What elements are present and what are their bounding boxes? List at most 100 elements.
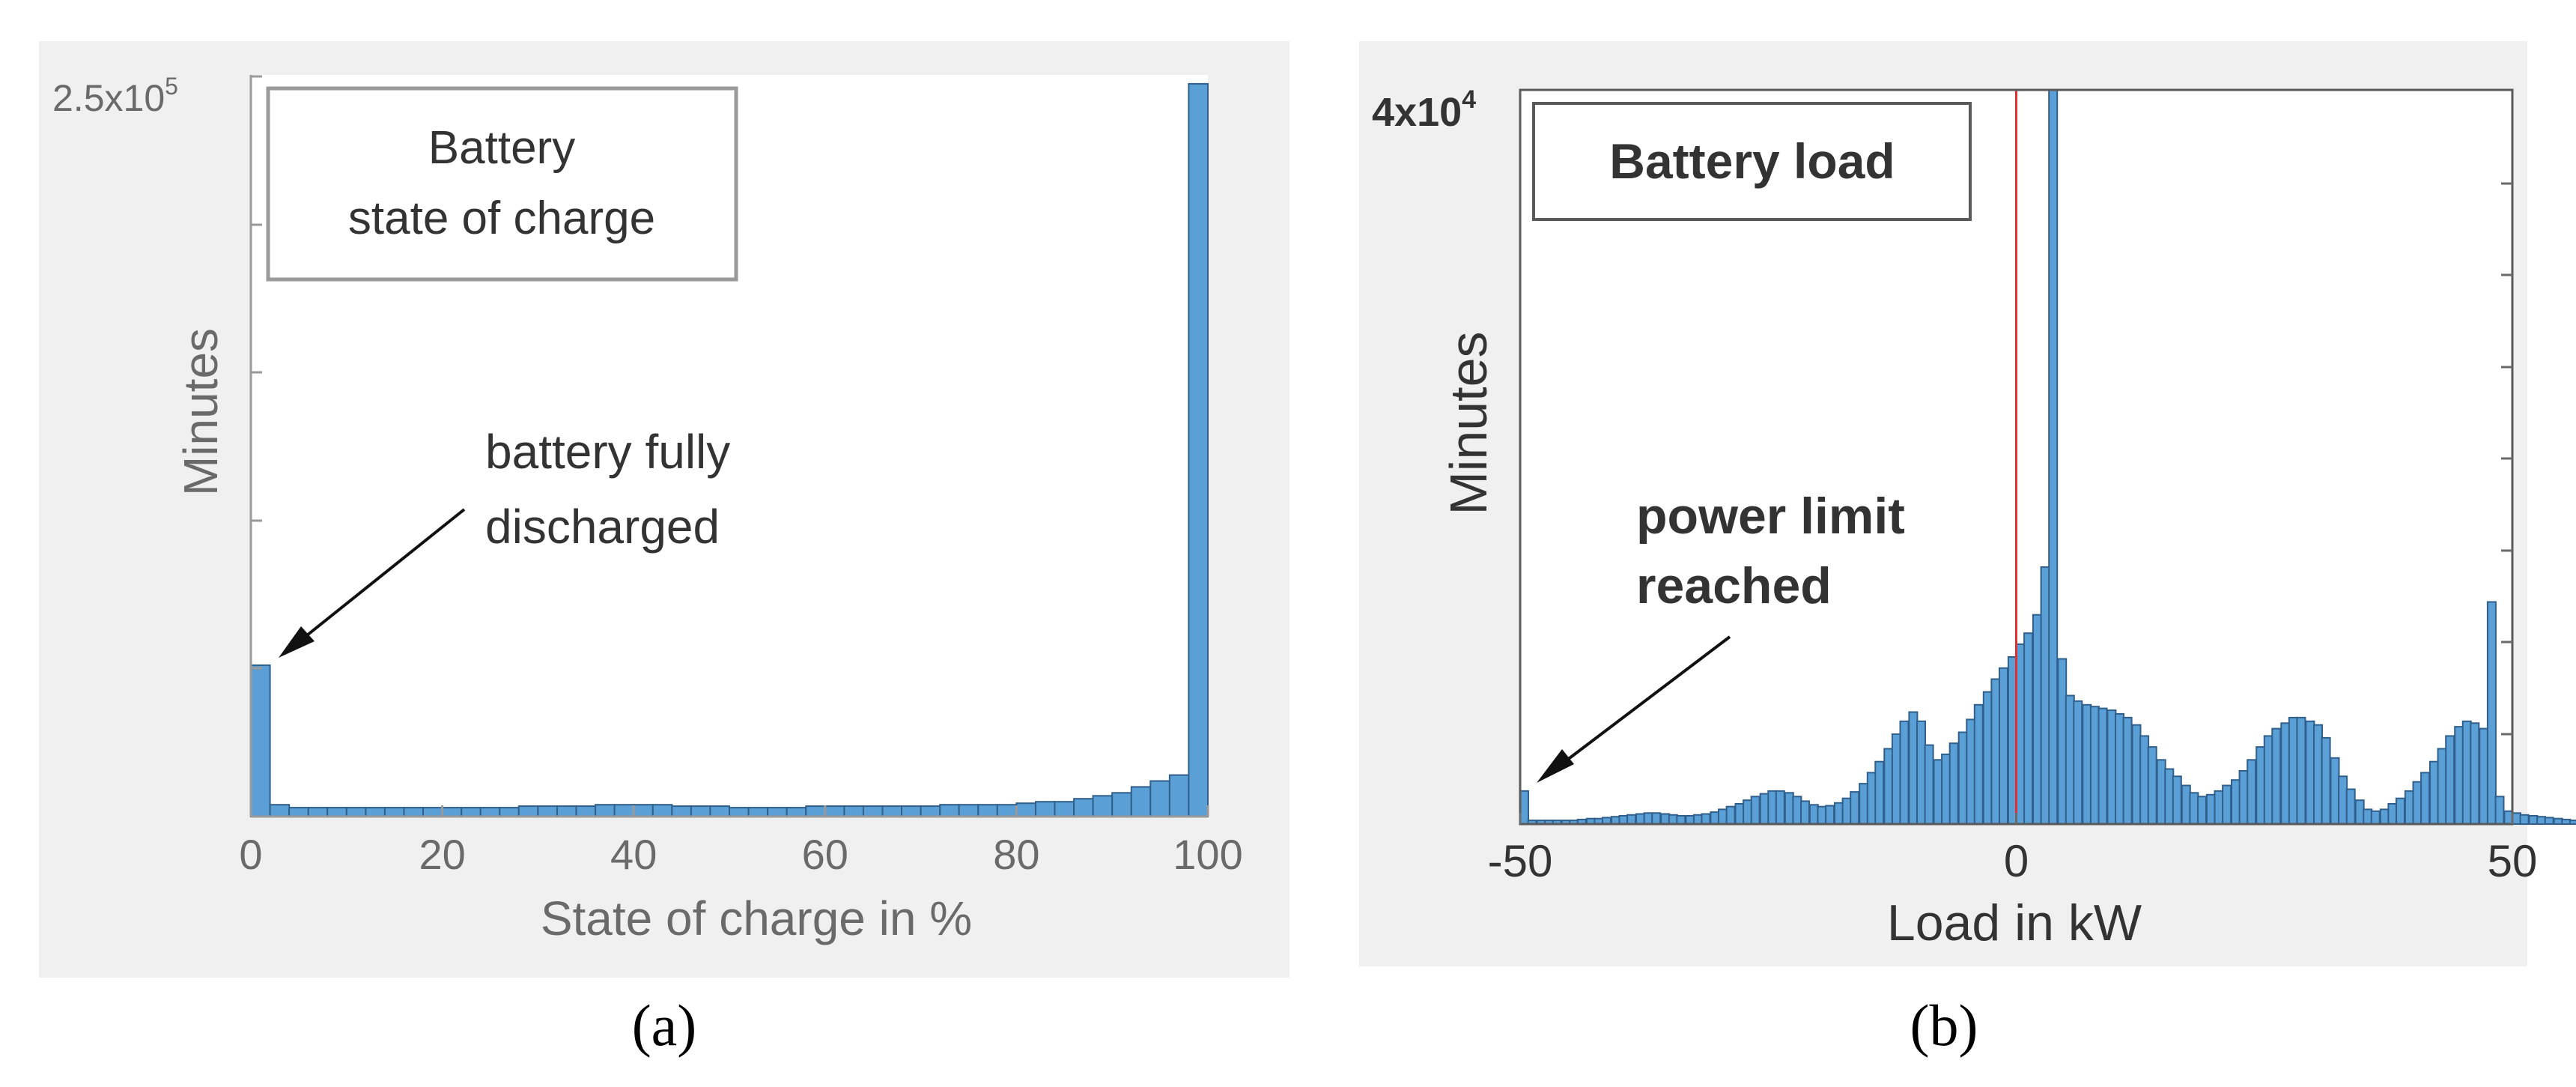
- panel-a-annotation-arrowhead: [279, 626, 315, 658]
- panel-b-histogram-bar: [2313, 724, 2323, 826]
- panel-b-histogram-bar: [1692, 814, 1703, 826]
- panel-a-histogram-bar: [996, 804, 1018, 817]
- panel-a-histogram-bar: [250, 664, 271, 817]
- panel-b-histogram-bar: [1701, 813, 1711, 825]
- panel-a-title-line-2: state of charge: [348, 193, 655, 244]
- panel-a-histogram-bar: [824, 805, 845, 817]
- panel-b-bars: [1519, 89, 2576, 826]
- panel-b-histogram-bar: [1668, 814, 1678, 826]
- panel-a-xtick-label: 0: [239, 831, 262, 878]
- panel-b-histogram-bar: [2429, 760, 2439, 826]
- panel-b-histogram-bar: [1660, 813, 1671, 825]
- panel-b-histogram-bar: [1651, 812, 1662, 826]
- panel-b-histogram-bar: [2263, 735, 2273, 826]
- panel-b-histogram-bar: [1874, 760, 1885, 826]
- panel-a-xtick-label: 60: [802, 831, 848, 878]
- panel-b-histogram-bar: [1725, 805, 1736, 825]
- panel-b-histogram-bar: [2445, 735, 2455, 826]
- panel-b-histogram-bar: [2131, 724, 2142, 826]
- panel-b-histogram-bar: [2379, 808, 2390, 826]
- panel-b-histogram-bar: [2363, 808, 2373, 826]
- panel-b-histogram-bar: [1718, 808, 1728, 826]
- panel-b-ytick-label: 4x104: [1372, 85, 1476, 135]
- panel-b-histogram-bar: [2231, 779, 2241, 825]
- panel-b-histogram-bar: [2181, 784, 2191, 825]
- panel-b-histogram-bar: [2015, 643, 2026, 826]
- panel-b-histogram-bar: [2412, 781, 2422, 825]
- panel-a-histogram-bar: [767, 807, 788, 817]
- panel-b-histogram-bar: [2172, 775, 2182, 826]
- panel-a-ytick-label: 2.5x105: [52, 73, 178, 119]
- panel-b-histogram-bar: [1792, 796, 1802, 826]
- panel-b-histogram-bar: [1618, 815, 1629, 825]
- panel-a-histogram-bar: [441, 807, 463, 817]
- panel-b-histogram-bar: [2345, 788, 2356, 825]
- panel-b-histogram-bar: [1710, 811, 1720, 825]
- panel-b-histogram-bar: [2271, 727, 2282, 825]
- panel-a-histogram-bar: [651, 804, 673, 817]
- panel-a-histogram-bar: [365, 807, 386, 817]
- panel-b-histogram-bar: [2238, 770, 2249, 825]
- panel-b-histogram-bar: [1924, 744, 1934, 825]
- panel-b-title-box: [1532, 102, 1972, 221]
- panel-b-histogram-bar: [2396, 797, 2405, 825]
- panel-a-histogram-bar: [939, 804, 960, 817]
- panel-a-histogram-bar: [1035, 801, 1056, 817]
- panel-b-histogram-bar: [1990, 678, 2001, 825]
- panel-b-annotation-arrowhead: [1537, 749, 1574, 783]
- panel-b-histogram-bar: [1759, 793, 1770, 825]
- panel-a-histogram-bar: [633, 804, 654, 817]
- panel-b-histogram-bar: [2280, 722, 2291, 826]
- panel-b-histogram-bar: [1899, 720, 1910, 825]
- panel-a-histogram-bar: [461, 807, 482, 817]
- panel-a-histogram-bar: [805, 805, 826, 817]
- panel-a-histogram-bar: [1149, 780, 1170, 817]
- panel-b-histogram-bar: [2569, 820, 2576, 825]
- panel-b-histogram-bar: [2040, 566, 2050, 825]
- panel-b-annotation-arrow: [1562, 635, 1731, 764]
- panel-a-histogram-bar: [920, 805, 941, 817]
- panel-b-histogram-bar: [1966, 718, 1976, 826]
- panel-a-histogram-bar: [269, 804, 291, 817]
- panel-a-histogram-bar: [881, 805, 903, 817]
- panel-b-histogram-bar: [1999, 667, 2008, 826]
- panel-a-annotation-line-2: discharged: [485, 500, 720, 554]
- panel-b-histogram-bar: [2437, 748, 2447, 825]
- panel-a-annotation-line-1: battery fully: [485, 425, 730, 479]
- panel-b-histogram-bar: [1775, 790, 1785, 826]
- panel-a-histogram-bar: [1073, 798, 1094, 817]
- panel-b-histogram-bar: [2338, 775, 2348, 826]
- panel-b-histogram-bar: [2370, 810, 2381, 826]
- panel-a-histogram-bar: [613, 804, 635, 817]
- panel-b-histogram-bar: [2032, 614, 2042, 825]
- panel-b-histogram-bar: [2544, 817, 2554, 826]
- panel-a-xticks: 0 20 40 60 80 100: [239, 805, 1243, 878]
- panel-a-ylabel: Minutes: [174, 328, 228, 496]
- panel-b-histogram-bar: [2470, 722, 2480, 826]
- panel-b-histogram-bar: [1643, 812, 1653, 826]
- panel-a-histogram-bar: [556, 805, 577, 817]
- panel-b-histogram-bar: [2147, 746, 2157, 825]
- panel-b-histogram-bar: [2205, 793, 2216, 826]
- panel-b-histogram-bar: [2156, 759, 2166, 826]
- panel-b: -50 0 50 4x104 Minutes Load in kW Battery …: [1359, 41, 2576, 1058]
- panel-b-histogram-bar: [2512, 812, 2521, 826]
- panel-a-histogram-bar: [671, 805, 692, 817]
- panel-b-histogram-bar: [2255, 746, 2266, 825]
- panel-b-title: Battery load: [1609, 133, 1895, 189]
- panel-a-xtick-label: 100: [1173, 831, 1242, 878]
- panel-a-histogram-bar: [422, 807, 443, 817]
- panel-a-histogram-bar: [307, 807, 329, 817]
- panel-b-histogram-bar: [2330, 757, 2340, 825]
- panel-b-histogram-bar: [2519, 814, 2530, 826]
- panel-b-xtick-label: 0: [2004, 836, 2029, 886]
- panel-b-histogram-bar: [1982, 691, 1993, 825]
- panel-a-histogram-bar: [499, 807, 520, 817]
- panel-b-histogram-bar: [1808, 804, 1819, 826]
- panel-b-histogram-bar: [2486, 601, 2497, 825]
- panel-a-histogram-bar: [747, 807, 769, 817]
- panel-a-histogram-bar: [862, 805, 884, 817]
- panel-a-histogram-bar: [843, 805, 865, 817]
- panel-b-histogram-bar: [1973, 703, 1984, 826]
- panel-b-histogram-bar: [2065, 694, 2075, 825]
